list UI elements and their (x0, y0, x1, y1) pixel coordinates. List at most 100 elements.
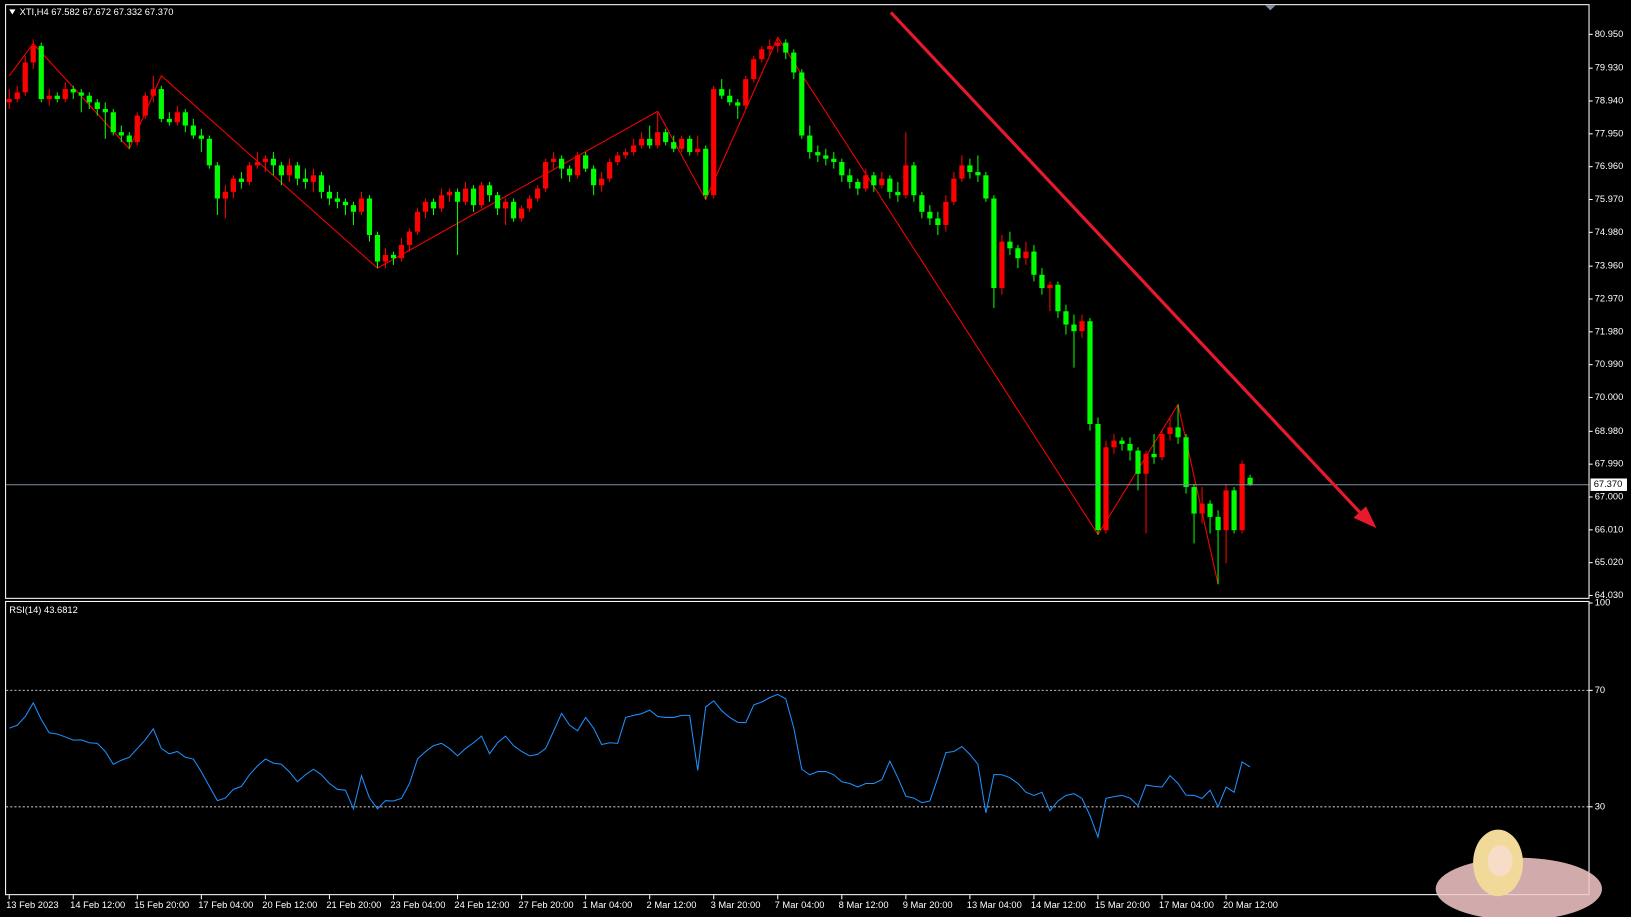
x-tick-label: 7 Mar 04:00 (775, 900, 825, 910)
candle-body (991, 198, 997, 289)
candle-body (1183, 437, 1189, 488)
candle-body (62, 89, 68, 100)
candle-body (1231, 490, 1237, 531)
candle-body (342, 201, 349, 206)
candle-body (86, 95, 92, 103)
candle-body (262, 158, 269, 163)
y-tick-label: 70.000 (1595, 392, 1624, 402)
x-tick-label: 15 Feb 20:00 (134, 900, 189, 910)
candle-body (6, 99, 12, 103)
candle-body (302, 178, 309, 182)
y-tick-label: 76.960 (1595, 161, 1624, 171)
candle-body (783, 42, 789, 53)
candle-body (78, 92, 84, 96)
candle-body (831, 158, 837, 163)
candle-body (166, 118, 172, 123)
candle-body (150, 89, 156, 96)
candle-body (871, 175, 877, 186)
candle-body (1015, 248, 1021, 259)
candle-body (591, 168, 597, 186)
candle-body (190, 125, 196, 136)
y-tick-label: 67.990 (1595, 459, 1624, 469)
candle-body (911, 165, 917, 196)
candle-body (919, 195, 925, 212)
candle-body (22, 62, 28, 93)
candle-body (775, 42, 781, 46)
y-tick-label: 71.980 (1595, 326, 1624, 336)
candle-body (1119, 440, 1125, 444)
candle-body (502, 201, 509, 209)
candle-body (254, 162, 260, 166)
candle-body (559, 158, 565, 169)
candle-body (278, 165, 285, 176)
candle-body (214, 165, 220, 199)
candle-body (799, 72, 805, 136)
candle-body (70, 89, 76, 93)
candle-body (719, 89, 725, 96)
candle-body (270, 158, 277, 166)
candle-body (398, 244, 405, 259)
candle-body (1055, 284, 1061, 312)
candle-body (567, 168, 573, 176)
candle-body (703, 148, 709, 196)
price-panel (5, 4, 1590, 599)
candle-body (855, 181, 861, 189)
candle-body (46, 95, 52, 100)
candle-body (671, 142, 677, 149)
x-tick-label: 14 Mar 12:00 (1031, 900, 1086, 910)
y-tick-label: 30 (1595, 801, 1605, 811)
candle-body (390, 254, 397, 259)
y-tick-label: 80.950 (1595, 29, 1624, 39)
x-tick-label: 13 Mar 04:00 (967, 900, 1022, 910)
candle-body (246, 165, 252, 182)
candle-body (1007, 241, 1013, 249)
candle-body (238, 178, 244, 182)
candle-body (358, 198, 365, 212)
candle-body (486, 185, 493, 196)
candle-body (623, 152, 629, 156)
candle-body (94, 102, 100, 109)
candle-body (14, 92, 20, 100)
candle-body (1087, 321, 1093, 425)
menu-triangle[interactable] (9, 9, 16, 15)
candle-body (895, 191, 901, 196)
last-price-label: 67.370 (1594, 479, 1623, 489)
candle-body (318, 175, 325, 192)
candle-body (759, 49, 765, 60)
y-tick-label: 79.930 (1595, 63, 1624, 73)
watermark (1435, 829, 1602, 917)
candle-body (615, 155, 621, 163)
candle-body (743, 79, 749, 106)
y-tick-label: 73.960 (1595, 261, 1624, 271)
candle-body (1031, 251, 1037, 275)
candle-body (222, 191, 228, 199)
candle-body (1095, 424, 1101, 531)
rsi-line (9, 693, 1251, 839)
candle-body (118, 132, 124, 136)
x-tick-label: 20 Feb 12:00 (262, 900, 317, 910)
indicator-title: RSI(14) 43.6812 (9, 605, 78, 615)
candle-body (695, 148, 701, 153)
candle-body (647, 138, 653, 146)
candle-body (206, 138, 212, 166)
candle-body (583, 155, 589, 169)
x-tick-label: 9 Mar 20:00 (903, 900, 953, 910)
candle-body (510, 201, 517, 219)
watermark-face (1487, 845, 1513, 877)
candle-body (1199, 503, 1205, 514)
candle-body (1191, 487, 1197, 514)
y-tick-label: 78.940 (1595, 95, 1624, 105)
candle-body (158, 89, 164, 119)
x-tick-label: 15 Mar 20:00 (1095, 900, 1150, 910)
y-tick-label: 75.970 (1595, 194, 1624, 204)
plot: 80.950 79.930 78.940 77.950 76.960 75.970 74.9… (6, 29, 1627, 910)
x-tick-label: 20 Mar 12:00 (1223, 900, 1278, 910)
candle-body (1143, 453, 1149, 474)
y-tick-label: 72.970 (1595, 293, 1624, 303)
candle-body (983, 175, 989, 199)
candle-body (134, 115, 140, 143)
candle-body (374, 234, 381, 262)
y-tick-label: 100 (1595, 597, 1611, 607)
x-tick-label: 17 Feb 04:00 (198, 900, 253, 910)
